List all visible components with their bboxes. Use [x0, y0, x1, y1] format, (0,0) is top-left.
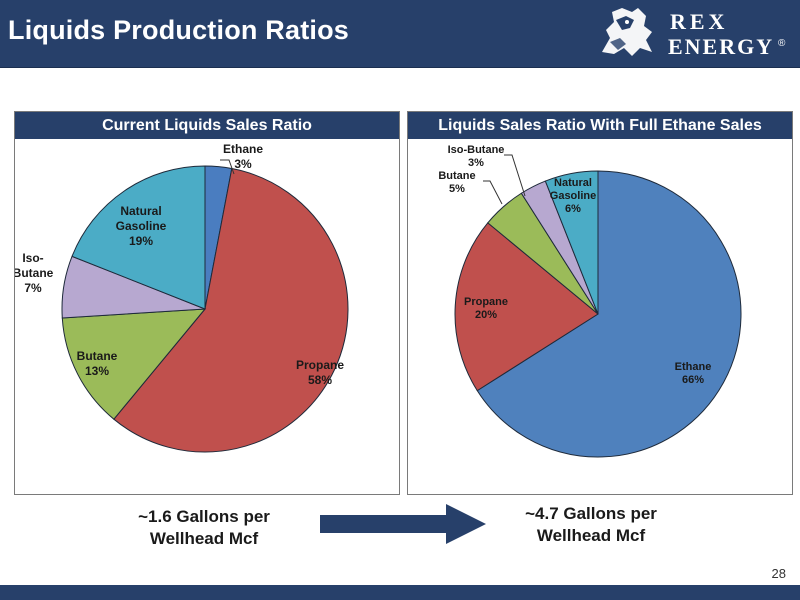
- leader-line-butane: [483, 180, 503, 205]
- caption-line: Wellhead Mcf: [149, 529, 259, 548]
- data-label-iso-butane: Iso-Butane 3%: [448, 144, 505, 169]
- pie-slice-natural-gasoline: [544, 170, 599, 315]
- caption-line: ~4.7 Gallons per: [525, 504, 657, 523]
- logo-text-energy: ENERGY: [668, 34, 774, 59]
- data-label-butane: Butane 13%: [77, 349, 118, 378]
- pie-slice-ethane: [476, 170, 742, 458]
- current-ratio-pie-chart: Ethane 3% Propane 58% Butane 13% Iso-Butane 7% N…: [15, 142, 349, 453]
- footer-bar: [0, 585, 800, 600]
- logo-text-rex: REX: [670, 9, 728, 34]
- leader-line-iso-butane: [504, 154, 526, 197]
- data-label-butane: Butane 5%: [438, 170, 475, 195]
- leader-line-ethane: [220, 159, 235, 175]
- current-ratio-panel: Current Liquids Sales Ratio Ethane 3% Prop…: [14, 111, 400, 495]
- current-gallons-caption: ~1.6 Gallons per Wellhead Mcf: [84, 506, 324, 550]
- data-label-natural-gasoline: Natural Gasoline 6%: [550, 177, 596, 215]
- lion-emblem-icon: [602, 8, 652, 56]
- data-label-natural-gasoline: Natural Gasoline 19%: [116, 204, 167, 248]
- full-ethane-ratio-panel: Liquids Sales Ratio With Full Ethane Sal…: [407, 111, 793, 495]
- registered-mark: ®: [778, 38, 786, 49]
- pie-slice-butane: [61, 308, 207, 420]
- data-label-propane: Propane 58%: [296, 358, 344, 387]
- full-ethane-ratio-pie-chart: Ethane 66% Propane 20% Butane 5%Iso-Butane 3% N…: [438, 144, 742, 458]
- arrow-shape: [320, 504, 486, 544]
- full-ethane-ratio-title: Liquids Sales Ratio With Full Ethane Sal…: [408, 112, 792, 139]
- pie-slice-propane: [454, 222, 599, 392]
- full-ethane-gallons-caption: ~4.7 Gallons per Wellhead Mcf: [471, 503, 711, 547]
- data-label-propane: Propane 20%: [464, 296, 508, 321]
- right-arrow-icon: [320, 504, 486, 544]
- pie-slice-propane: [113, 167, 349, 453]
- rex-energy-logo: REX ENERGY ®: [602, 8, 786, 59]
- data-label-iso-butane: Iso-Butane 7%: [15, 251, 54, 295]
- page-number: 28: [771, 566, 786, 581]
- pie-slice-natural-gasoline: [71, 165, 206, 310]
- slide-header: Liquids Production Ratios REX ENERGY ®: [0, 0, 800, 68]
- current-ratio-title: Current Liquids Sales Ratio: [15, 112, 399, 139]
- caption-line: ~1.6 Gallons per: [138, 507, 270, 526]
- data-label-ethane: Ethane 66%: [675, 361, 712, 386]
- slide-title: Liquids Production Ratios: [8, 15, 349, 45]
- data-label-ethane: Ethane 3%: [223, 142, 263, 171]
- caption-line: Wellhead Mcf: [536, 526, 646, 545]
